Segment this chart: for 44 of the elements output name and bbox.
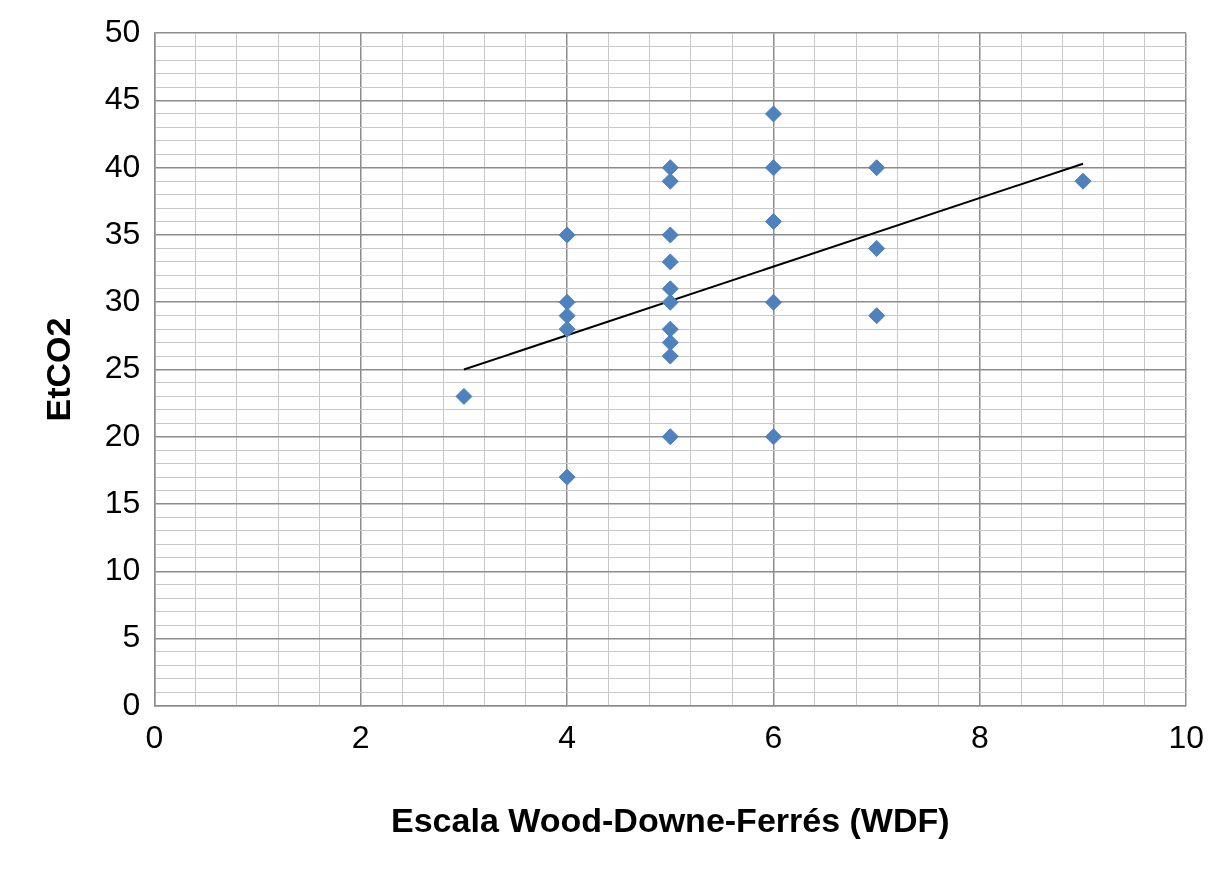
point bbox=[558, 226, 576, 244]
y-tick-label: 10 bbox=[104, 551, 141, 588]
point bbox=[558, 307, 576, 325]
point bbox=[661, 226, 679, 244]
point bbox=[764, 159, 782, 177]
point bbox=[1074, 172, 1092, 190]
point bbox=[661, 347, 679, 365]
point bbox=[764, 293, 782, 311]
x-tick-label: 10 bbox=[1168, 718, 1204, 755]
point bbox=[868, 159, 886, 177]
point bbox=[661, 428, 679, 446]
point bbox=[455, 387, 473, 405]
y-tick-label: 15 bbox=[104, 483, 141, 520]
point bbox=[868, 307, 886, 325]
point bbox=[661, 293, 679, 311]
point bbox=[764, 428, 782, 446]
x-tick-label: 8 bbox=[970, 718, 989, 755]
y-tick-label: 25 bbox=[104, 349, 141, 386]
y-tick-label: 50 bbox=[104, 13, 141, 50]
x-tick-label: 4 bbox=[558, 718, 577, 755]
point bbox=[868, 239, 886, 257]
point bbox=[764, 105, 782, 123]
point bbox=[661, 334, 679, 352]
point bbox=[558, 320, 576, 338]
point bbox=[661, 159, 679, 177]
x-axis-title: Escala Wood-Downe-Ferrés (WDF) bbox=[391, 800, 950, 839]
point bbox=[558, 293, 576, 311]
y-tick-label: 30 bbox=[104, 282, 141, 319]
point bbox=[558, 468, 576, 486]
y-axis-title: EtCO2 bbox=[38, 317, 77, 422]
y-tick-label: 45 bbox=[104, 80, 141, 117]
x-tick-label: 6 bbox=[764, 718, 783, 755]
point bbox=[661, 320, 679, 338]
y-tick-label: 5 bbox=[122, 618, 141, 655]
point bbox=[661, 253, 679, 271]
point bbox=[661, 172, 679, 190]
y-tick-label: 20 bbox=[104, 416, 141, 453]
y-tick-label: 40 bbox=[104, 147, 141, 184]
point bbox=[764, 213, 782, 231]
y-tick-label: 35 bbox=[104, 214, 141, 251]
x-tick-label: 2 bbox=[351, 718, 370, 755]
point bbox=[661, 280, 679, 298]
y-tick-label: 0 bbox=[122, 685, 141, 722]
x-tick-label: 0 bbox=[145, 718, 164, 755]
